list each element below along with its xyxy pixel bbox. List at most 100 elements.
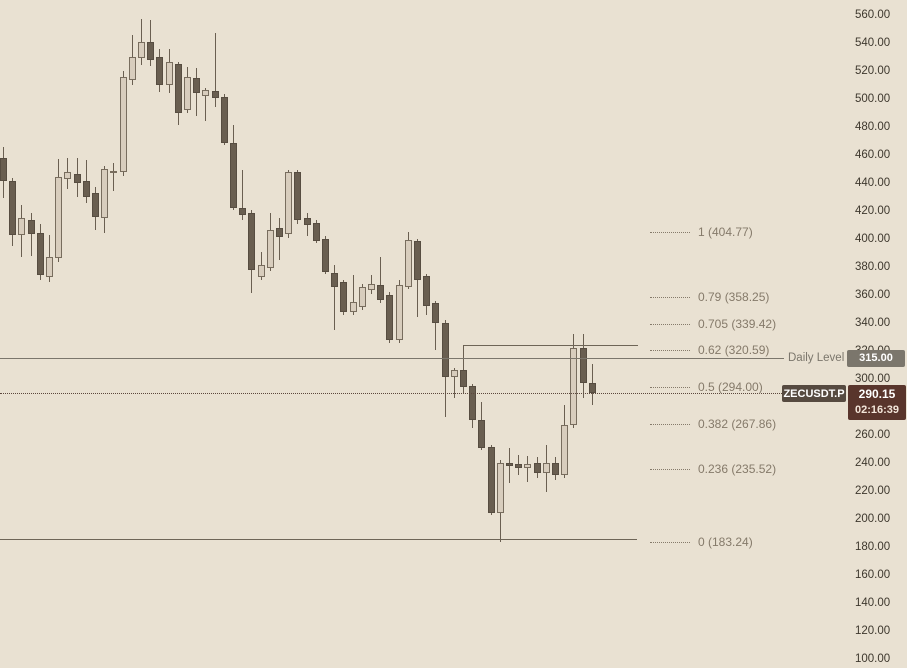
candle-wick xyxy=(463,344,464,393)
candle-body xyxy=(368,283,375,291)
candle-body xyxy=(423,276,431,307)
last-price: 290.15 xyxy=(858,386,896,401)
candle-body xyxy=(377,285,385,300)
candle-body xyxy=(478,420,486,449)
fib-level-dash[interactable] xyxy=(650,542,690,544)
candle-body xyxy=(0,157,7,181)
candle-wick xyxy=(453,367,455,398)
countdown-timer: 02:16:39 xyxy=(854,404,900,416)
candle-body xyxy=(128,57,136,81)
fib-level-label: 0.62 (320.59) xyxy=(698,343,770,358)
support-line[interactable] xyxy=(0,539,637,541)
axis-tick-label: 380.00 xyxy=(855,261,891,273)
last-price-badge: 290.15 02:16:39 xyxy=(848,384,906,420)
daily-level-price-badge: 315.00 xyxy=(847,350,905,367)
candle-wick xyxy=(380,257,382,304)
candle-body xyxy=(588,383,596,393)
price-axis[interactable]: 560.00 540.00 520.00 500.00 480.00 460.00 440.… xyxy=(848,0,907,668)
candle-wick xyxy=(279,218,280,260)
candle-body xyxy=(414,241,421,281)
axis-tick-label: 480.00 xyxy=(855,121,891,133)
candle-body xyxy=(450,369,458,377)
axis-tick-label: 540.00 xyxy=(855,37,891,49)
axis-tick-label: 220.00 xyxy=(855,485,891,497)
candle-body xyxy=(441,323,449,377)
axis-tick-label: 300.00 xyxy=(855,373,891,385)
axis-tick-label: 240.00 xyxy=(855,457,891,469)
axis-tick-label: 100.00 xyxy=(855,653,891,665)
candle-body xyxy=(524,464,532,468)
axis-tick-label: 340.00 xyxy=(855,317,891,329)
candle-body xyxy=(46,257,53,277)
candle-body xyxy=(312,222,320,242)
current-price-line xyxy=(0,392,782,394)
candle-body xyxy=(340,281,348,312)
fib-level-label: 0.705 (339.42) xyxy=(698,316,777,331)
chart-surface[interactable] xyxy=(0,0,848,668)
candle-body xyxy=(257,264,265,277)
candle-wick xyxy=(334,264,336,330)
candle-body xyxy=(561,425,569,475)
axis-tick-label: 200.00 xyxy=(855,513,891,525)
candle-body xyxy=(432,302,440,323)
candle-body xyxy=(404,239,412,288)
fib-level-label: 0.5 (294.00) xyxy=(698,380,763,395)
axis-tick-label: 120.00 xyxy=(855,625,891,637)
candle-body xyxy=(322,239,329,272)
fib-level-label: 1 (404.77) xyxy=(698,225,753,240)
candle-body xyxy=(469,386,477,421)
fib-level-dash[interactable] xyxy=(650,323,690,325)
axis-tick-label: 460.00 xyxy=(855,149,891,161)
candle-body xyxy=(230,143,237,209)
candle-body xyxy=(138,41,145,59)
candle-wick xyxy=(113,163,115,192)
fib-level-label: 0.236 (235.52) xyxy=(698,462,777,477)
daily-level-line[interactable] xyxy=(0,358,784,359)
candle-wick xyxy=(527,456,529,482)
candle-wick xyxy=(205,87,207,121)
axis-tick-label: 420.00 xyxy=(855,205,891,217)
fib-level-dash[interactable] xyxy=(650,350,690,352)
candle-body xyxy=(266,229,274,268)
candle-wick xyxy=(242,169,244,221)
axis-tick-label: 500.00 xyxy=(855,93,891,105)
fib-level-dash[interactable] xyxy=(650,469,690,471)
axis-tick-label: 160.00 xyxy=(855,569,891,581)
candle-body xyxy=(487,446,495,513)
candle-body xyxy=(202,89,210,97)
candle-body xyxy=(18,218,26,235)
candle-body xyxy=(64,171,72,179)
fib-level-label: 0 (183.24) xyxy=(698,535,753,550)
candle-wick xyxy=(352,274,354,316)
swing-high-ray[interactable] xyxy=(463,345,638,347)
fib-level-dash[interactable] xyxy=(650,232,690,234)
daily-level-label: Daily Level - xyxy=(788,352,852,364)
candle-body xyxy=(239,208,247,216)
fib-level-label: 0.382 (267.86) xyxy=(698,416,777,431)
candle-body xyxy=(119,76,127,172)
axis-tick-label: 520.00 xyxy=(855,65,891,77)
fib-level-dash[interactable] xyxy=(650,297,690,299)
candle-body xyxy=(82,180,90,197)
candle-body xyxy=(349,302,357,312)
candle-body xyxy=(303,218,311,225)
fib-level-dash[interactable] xyxy=(650,387,690,389)
axis-tick-label: 180.00 xyxy=(855,541,891,553)
candle-body xyxy=(147,41,155,60)
candle-body xyxy=(27,220,35,235)
candle-body xyxy=(165,61,173,85)
candle-body xyxy=(395,285,403,340)
candle-body xyxy=(92,192,99,218)
candle-body xyxy=(220,96,228,144)
candle-body xyxy=(358,287,366,307)
fib-level-dash[interactable] xyxy=(650,423,690,425)
axis-tick-label: 140.00 xyxy=(855,597,891,609)
candle-body xyxy=(285,171,293,235)
axis-tick-label: 260.00 xyxy=(855,429,891,441)
candle-body xyxy=(9,180,17,235)
candle-body xyxy=(248,213,256,270)
candle-body xyxy=(211,90,219,98)
candle-body xyxy=(386,295,394,340)
candle-body xyxy=(101,169,109,218)
